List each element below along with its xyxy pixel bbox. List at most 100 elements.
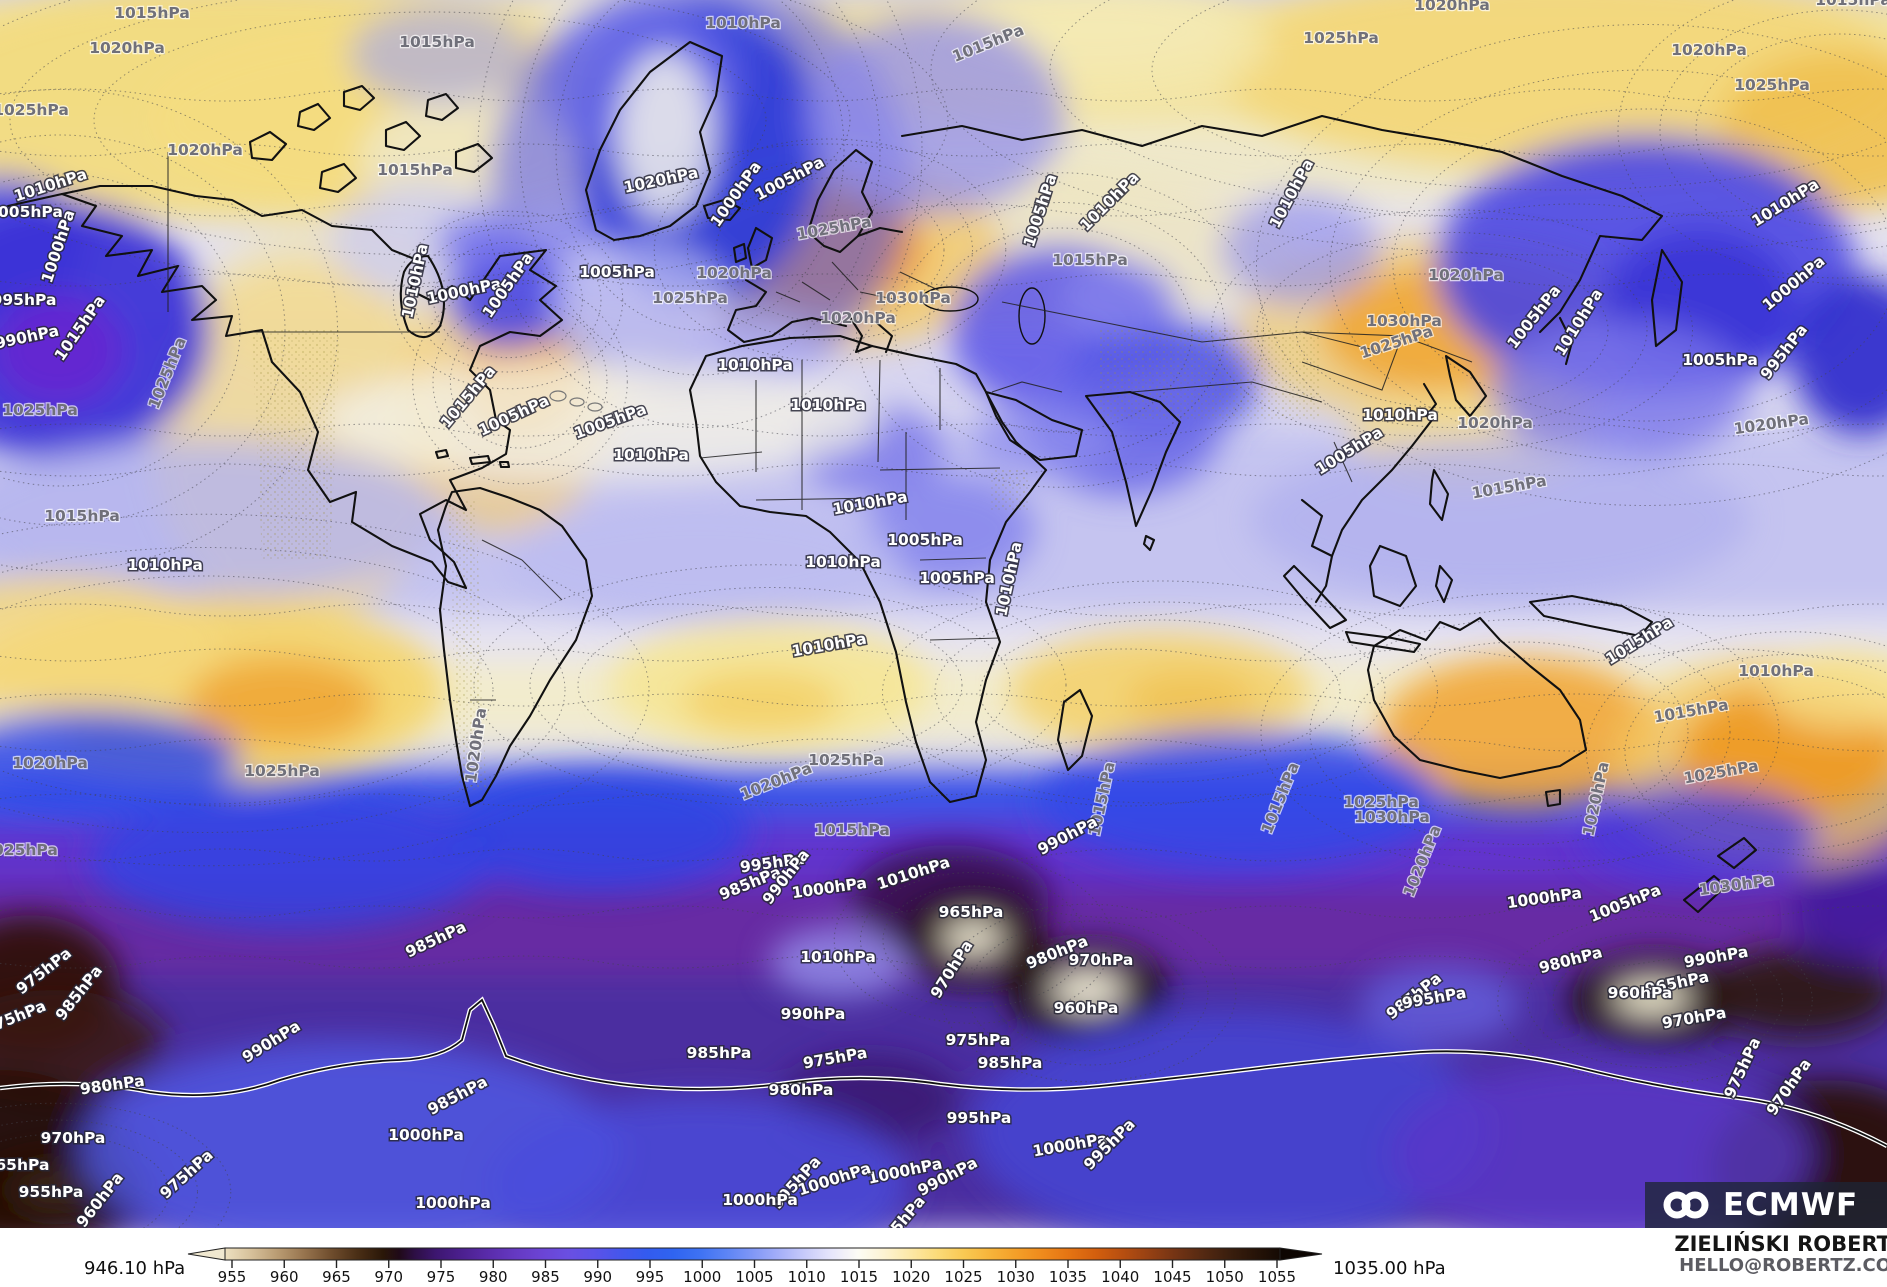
pressure-blob <box>450 770 750 890</box>
coastline <box>856 226 904 238</box>
ecmwf-emblem-icon <box>1663 1191 1709 1219</box>
pressure-label: 1025hPa <box>2 401 78 419</box>
isobar-ring <box>477 0 923 428</box>
pressure-blob <box>1792 275 1887 435</box>
isobar-ring <box>0 1133 170 1228</box>
colorbar-tick-label: 980 <box>479 1268 508 1286</box>
max-pressure-label: 1035.00 hPa <box>1333 1258 1446 1279</box>
pressure-label: 1020hPa <box>89 39 165 57</box>
coastline <box>418 248 564 590</box>
pressure-blob <box>0 440 450 600</box>
pressure-label: 1020hPa <box>1671 41 1747 59</box>
coastline <box>6 192 468 590</box>
coastline <box>1314 418 1434 604</box>
coastline <box>1558 316 1574 366</box>
pressure-label: 1020hPa <box>820 309 896 327</box>
pressure-blob <box>80 1040 620 1228</box>
pressure-blob <box>490 1095 910 1228</box>
isobar-ring <box>412 279 628 485</box>
isobar-ring <box>1659 9 1887 251</box>
colorbar-tick-label: 985 <box>531 1268 560 1286</box>
mslp-world-map: 1015hPa 1020hPa 1025hPa 1020hPa 1015hPa 1015h… <box>0 0 1887 1228</box>
colorbar-tick-label: 1040 <box>1101 1268 1139 1286</box>
pressure-label: 965hPa <box>0 1156 49 1174</box>
pressure-blob <box>1360 965 1520 1045</box>
isobar-ring <box>1309 619 1731 845</box>
coastline <box>1682 874 1728 914</box>
great-lake-outline <box>587 402 603 412</box>
isobar-ring <box>0 575 494 805</box>
isobar-ring <box>882 580 1438 804</box>
isobar-ring <box>930 0 1887 256</box>
pressure-label: 1025hPa <box>808 751 884 769</box>
isobar-ring <box>1586 631 1887 873</box>
terrain-speckle <box>252 330 340 560</box>
colorbar-tick-label: 1030 <box>997 1268 1035 1286</box>
pressure-label: 1025hPa <box>1734 76 1810 94</box>
pressure-blob <box>1765 650 1887 730</box>
colorbar-tick-label: 955 <box>218 1268 247 1286</box>
coastline <box>1716 836 1758 870</box>
attribution: ZIELIŃSKI ROBERT HELLO@ROBERTZ.CO <box>1674 1232 1887 1277</box>
pressure-label: 995hPa <box>0 291 56 309</box>
coastline <box>1142 534 1156 552</box>
isobar-ring <box>1657 673 1887 831</box>
pressure-label: 1010hPa <box>800 948 876 966</box>
pressure-label: 960hPa <box>1608 984 1673 1002</box>
terrain-speckle <box>1100 330 1320 420</box>
country-border <box>801 281 831 301</box>
pressure-label: 1015hPa <box>1052 251 1128 269</box>
pressure-label: 1025hPa <box>0 841 58 859</box>
pressure-label: 1030hPa <box>1354 808 1430 826</box>
pressure-label: 1020hPa <box>696 264 772 282</box>
country-border <box>859 291 899 301</box>
coastline <box>702 198 742 222</box>
coastline <box>468 454 492 466</box>
colorbar-gradient <box>224 1247 1281 1261</box>
coastline <box>1282 564 1348 630</box>
country-border <box>1001 301 1383 353</box>
isobar-ring <box>1329 69 1887 461</box>
black-sea-outline <box>921 286 979 312</box>
pressure-label: 1025hPa <box>1343 793 1419 811</box>
country-border <box>929 637 1001 641</box>
colorbar-tick-label: 1015 <box>840 1268 878 1286</box>
pressure-label: 1010hPa <box>1362 406 1438 424</box>
isobar-ring <box>833 856 1113 1024</box>
pressure-label: 1005hPa <box>887 531 963 549</box>
isobar-ring <box>432 299 608 465</box>
isobar-ring <box>1351 641 1689 823</box>
country-border <box>879 467 1001 471</box>
isobar-ring <box>449 315 591 449</box>
coastline <box>1422 382 1438 418</box>
isobar-ring <box>991 934 1185 1052</box>
pressure-label: 1015hPa <box>1815 0 1887 9</box>
colorbar-tick-label: 1025 <box>944 1268 982 1286</box>
pressure-label: 985hPa <box>687 1044 752 1062</box>
pressure-blob <box>500 500 900 620</box>
ecmwf-logo: ECMWF <box>1645 1182 1887 1228</box>
pressure-blob <box>1040 730 1440 870</box>
pressure-label: 965hPa <box>939 903 1004 921</box>
colorbar-tick-label: 1005 <box>735 1268 773 1286</box>
coastline <box>384 120 422 152</box>
pressure-blob <box>0 710 240 810</box>
isobar-ring <box>414 227 602 373</box>
author-name: ZIELIŃSKI ROBERT <box>1674 1232 1887 1256</box>
country-border <box>521 559 563 601</box>
isobar-ring <box>979 619 1341 765</box>
pressure-label: 1020hPa <box>167 141 243 159</box>
author-email: HELLO@ROBERTZ.CO <box>1679 1255 1887 1277</box>
isobar-ring <box>1295 251 1609 409</box>
country-border <box>481 539 523 561</box>
colorbar-tick-label: 1045 <box>1153 1268 1191 1286</box>
isobar-ring <box>967 920 1209 1066</box>
isobar-ring <box>653 138 1007 362</box>
pressure-label: 1025hPa <box>0 101 69 119</box>
country-border <box>1333 441 1353 483</box>
ecmwf-logo-text: ECMWF <box>1723 1187 1859 1223</box>
country-border <box>775 291 801 303</box>
pressure-label: 970hPa <box>1069 951 1134 969</box>
pressure-blob <box>1060 260 1180 340</box>
